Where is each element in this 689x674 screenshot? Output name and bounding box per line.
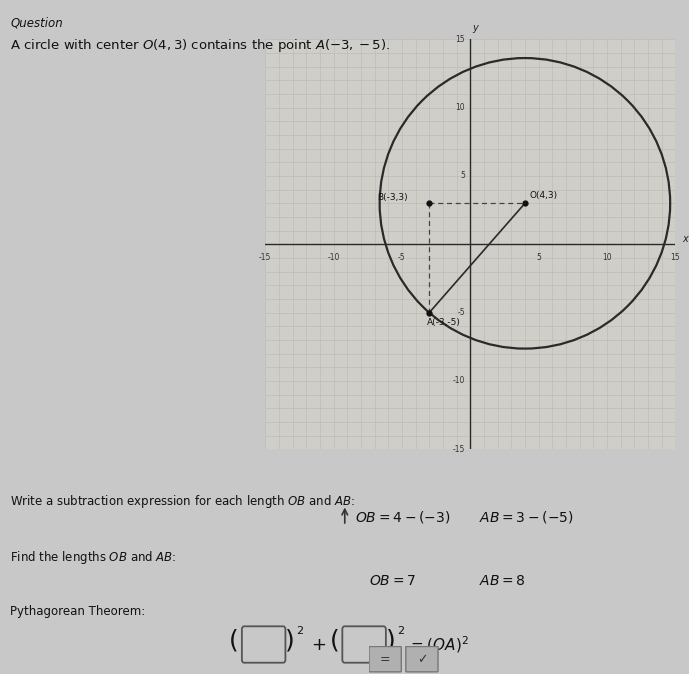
Text: 5: 5 xyxy=(536,253,541,262)
Text: Write a subtraction expression for each length $OB$ and $AB$:: Write a subtraction expression for each … xyxy=(10,493,356,510)
Text: -5: -5 xyxy=(398,253,406,262)
Text: O(4,3): O(4,3) xyxy=(530,191,558,200)
Text: 5: 5 xyxy=(460,171,465,181)
FancyBboxPatch shape xyxy=(242,626,285,663)
Text: $= (OA)^2$: $= (OA)^2$ xyxy=(408,634,469,655)
Text: $AB=8$: $AB=8$ xyxy=(479,574,526,588)
Text: Find the lengths $OB$ and $AB$:: Find the lengths $OB$ and $AB$: xyxy=(10,549,177,566)
Text: B(-3,3): B(-3,3) xyxy=(378,193,408,202)
Text: (: ( xyxy=(229,629,239,653)
Text: $OB=7$: $OB=7$ xyxy=(369,574,415,588)
Text: -10: -10 xyxy=(327,253,340,262)
Text: Pythagorean Theorem:: Pythagorean Theorem: xyxy=(10,605,145,618)
Text: A(-3,-5): A(-3,-5) xyxy=(426,318,460,327)
Text: ): ) xyxy=(285,629,295,653)
Text: -10: -10 xyxy=(453,377,465,386)
FancyBboxPatch shape xyxy=(342,626,386,663)
Text: 2: 2 xyxy=(397,625,404,636)
Text: 2: 2 xyxy=(296,625,303,636)
FancyBboxPatch shape xyxy=(406,646,438,672)
Text: =: = xyxy=(380,652,391,666)
Text: ✓: ✓ xyxy=(417,652,427,666)
Text: $OB=4-(-3)$: $OB=4-(-3)$ xyxy=(355,509,450,525)
Text: A circle with center $O(4,3)$ contains the point $A(-3,-5)$.: A circle with center $O(4,3)$ contains t… xyxy=(10,37,391,54)
Text: 15: 15 xyxy=(455,35,465,44)
Text: $AB=3-(-5)$: $AB=3-(-5)$ xyxy=(479,509,573,525)
Text: -15: -15 xyxy=(453,445,465,454)
Text: x: x xyxy=(682,234,688,244)
Text: -5: -5 xyxy=(457,308,465,317)
Text: 15: 15 xyxy=(670,253,680,262)
Text: ): ) xyxy=(386,629,395,653)
Text: 10: 10 xyxy=(602,253,612,262)
Text: y: y xyxy=(472,22,478,32)
Text: 10: 10 xyxy=(455,103,465,112)
Text: (: ( xyxy=(330,629,340,653)
FancyBboxPatch shape xyxy=(369,646,401,672)
Text: Question: Question xyxy=(10,17,63,30)
Text: -15: -15 xyxy=(259,253,271,262)
Text: +: + xyxy=(311,636,326,654)
